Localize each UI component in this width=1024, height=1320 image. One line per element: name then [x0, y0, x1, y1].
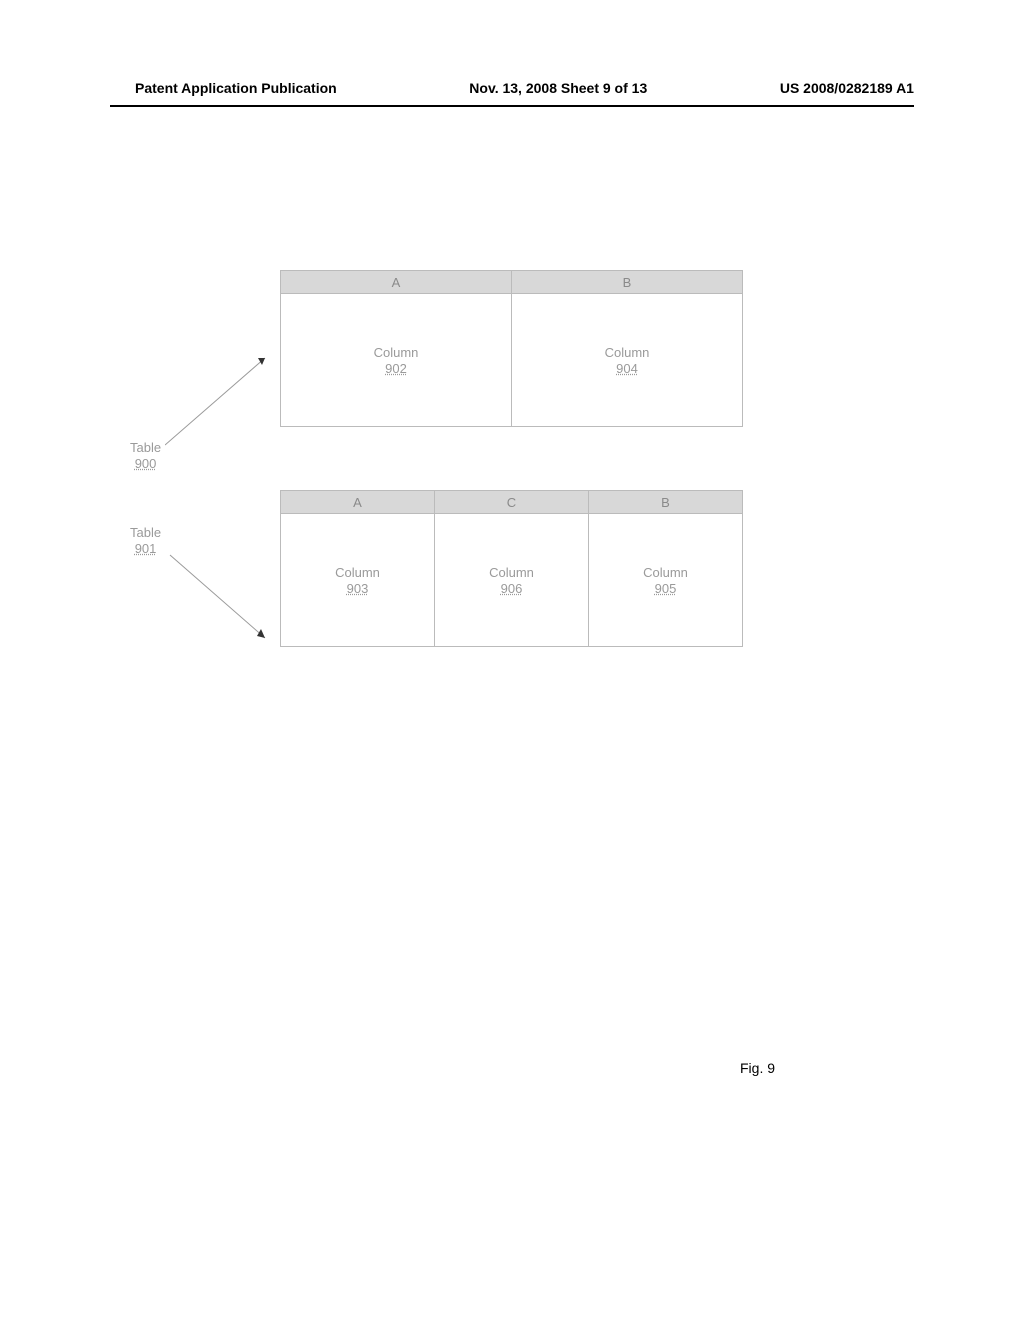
col-905-ref: 905 [590, 581, 741, 596]
col-903-text: Column [282, 565, 433, 580]
arrow-icon [165, 350, 285, 450]
col-906-text: Column [436, 565, 587, 580]
table-900-col-904: Column 904 [512, 294, 743, 427]
table-900-col-902: Column 902 [281, 294, 512, 427]
table-900-header-a: A [281, 271, 512, 294]
header-center: Nov. 13, 2008 Sheet 9 of 13 [469, 80, 647, 96]
table-901-header-a: A [281, 491, 435, 514]
header-left: Patent Application Publication [135, 80, 337, 96]
col-902-ref: 902 [282, 361, 510, 376]
table-901-header-c: C [435, 491, 589, 514]
table-900-label-ref: 900 [130, 456, 161, 472]
col-903-ref: 903 [282, 581, 433, 596]
table-901-col-903: Column 903 [281, 514, 435, 647]
table-901-col-905: Column 905 [589, 514, 743, 647]
col-904-text: Column [513, 345, 741, 360]
table-901-header-b: B [589, 491, 743, 514]
table-901-wrap: Table 901 A C B Column 903 [110, 490, 890, 670]
table-901-label: Table 901 [130, 525, 161, 556]
table-901: A C B Column 903 Column 906 [280, 490, 743, 647]
arrow-icon [165, 550, 285, 650]
figure-9: Table 900 A B Column 902 Co [110, 270, 890, 710]
col-904-ref: 904 [513, 361, 741, 376]
table-900-header-b: B [512, 271, 743, 294]
col-905-text: Column [590, 565, 741, 580]
table-901-col-906: Column 906 [435, 514, 589, 647]
table-900-wrap: Table 900 A B Column 902 Co [110, 270, 890, 450]
figure-caption: Fig. 9 [740, 1060, 775, 1076]
table-900-label: Table 900 [130, 440, 161, 471]
col-906-ref: 906 [436, 581, 587, 596]
header-right: US 2008/0282189 A1 [780, 80, 914, 96]
page-header: Patent Application Publication Nov. 13, … [0, 80, 1024, 96]
table-901-label-ref: 901 [130, 541, 161, 557]
col-902-text: Column [282, 345, 510, 360]
table-900: A B Column 902 Column 904 [280, 270, 743, 427]
table-900-label-text: Table [130, 440, 161, 456]
header-rule [110, 105, 914, 107]
table-901-label-text: Table [130, 525, 161, 541]
